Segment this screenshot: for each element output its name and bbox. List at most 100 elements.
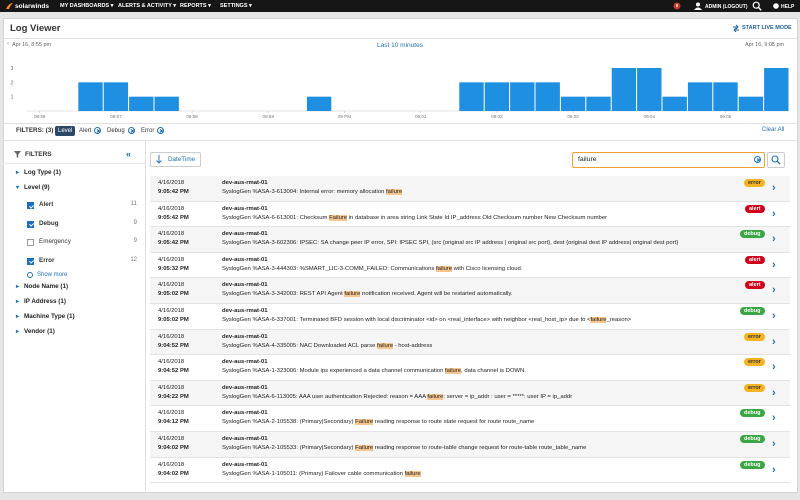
expand-row[interactable]: › xyxy=(772,284,776,297)
message-text: SyslogGen %ASA-3-444303: %SMART_LIC-3-CO… xyxy=(222,265,436,272)
search-icon[interactable] xyxy=(752,1,762,11)
filters-label: FILTERS: (3) xyxy=(16,127,54,134)
nav-menu[interactable]: REPORTS xyxy=(180,3,211,9)
nav-menu[interactable]: SETTINGS xyxy=(220,3,252,9)
log-time: 9:05:02 PM xyxy=(158,291,189,298)
search-input[interactable] xyxy=(572,152,765,168)
bar xyxy=(713,82,738,111)
x-tick-label: 08:56 xyxy=(34,114,46,119)
expand-row[interactable]: › xyxy=(772,361,776,374)
filter-group[interactable]: Level (9) xyxy=(16,184,50,191)
clear-search[interactable] xyxy=(754,156,761,163)
log-node: dev-aus-rmat-01 xyxy=(222,256,268,263)
divider xyxy=(3,163,145,164)
filter-group[interactable]: Machine Type (1) xyxy=(16,313,75,320)
message-text: , data channel is DOWN. xyxy=(461,368,526,375)
log-time: 9:05:32 PM xyxy=(158,265,189,272)
help-link[interactable]: HELP xyxy=(781,3,795,10)
match-highlight: failure xyxy=(436,265,453,272)
remove-filter[interactable] xyxy=(157,127,164,134)
sidebar-title: FILTERS xyxy=(25,151,52,158)
message-text: SyslogGen %ASA-2-105538: (Primary|Second… xyxy=(222,419,356,426)
log-message: SyslogGen %ASA-4-335005: NAC Downloaded … xyxy=(222,342,734,349)
level-option: Alert xyxy=(39,201,54,208)
level-badge: debug xyxy=(740,230,765,239)
log-node: dev-aus-rmat-01 xyxy=(222,410,268,417)
remove-filter[interactable] xyxy=(94,127,101,134)
nav-menu[interactable]: ALERTS & ACTIVITY xyxy=(118,3,176,9)
filter-group[interactable]: Log Type (1) xyxy=(16,169,61,176)
log-date: 4/16/2018 xyxy=(158,384,185,391)
filter-group-chip[interactable]: Level xyxy=(55,126,76,136)
log-row[interactable]: 4/16/2018 9:05:42 PM dev-aus-rmat-01 Syslog… xyxy=(150,201,790,228)
expand-row[interactable]: › xyxy=(772,438,776,450)
message-text: _reason> xyxy=(606,317,632,323)
range-label[interactable]: Last 10 minutes xyxy=(377,41,423,49)
y-tick-label: 2 xyxy=(11,80,14,86)
user-link[interactable]: ADMIN (LOGOUT) xyxy=(705,3,748,10)
clear-all[interactable]: Clear All xyxy=(762,127,785,133)
divider xyxy=(3,38,797,39)
expand-row[interactable]: › xyxy=(772,182,776,194)
checkbox[interactable] xyxy=(27,220,34,228)
filter-chip: Error xyxy=(141,128,155,134)
match-highlight: failure xyxy=(344,291,361,298)
expand-row[interactable]: › xyxy=(772,463,776,476)
remove-filter[interactable] xyxy=(128,127,135,134)
expand-row[interactable]: › xyxy=(772,310,776,322)
checkbox[interactable] xyxy=(27,239,34,246)
next-arrow[interactable]: › xyxy=(772,41,774,47)
log-row[interactable]: 4/16/2018 9:04:52 PM dev-aus-rmat-01 Syslog… xyxy=(150,355,790,381)
checkbox[interactable] xyxy=(27,257,34,265)
message-text: SyslogGen %ASA-1-105011: (Primary) Failo… xyxy=(222,470,405,477)
sort-icon xyxy=(156,155,162,164)
logo-mark xyxy=(6,3,13,9)
log-row[interactable]: 4/16/2018 9:05:32 PM dev-aus-rmat-01 Syslog… xyxy=(150,252,790,279)
expand-row[interactable]: › xyxy=(772,233,776,246)
message-text: SyslogGen %ASA-6-337001: Terminated BFD … xyxy=(222,317,591,323)
log-row[interactable]: 4/16/2018 9:04:02 PM dev-aus-rmat-01 Syslog… xyxy=(150,457,790,484)
nav-menu[interactable]: MY DASHBOARDS xyxy=(60,3,113,9)
log-row[interactable]: 4/16/2018 9:04:52 PM dev-aus-rmat-01 Syslog… xyxy=(150,329,790,356)
log-row[interactable]: 4/16/2018 9:05:02 PM dev-aus-rmat-01 Syslog… xyxy=(150,304,790,330)
log-row[interactable]: 4/16/2018 9:04:22 PM dev-aus-rmat-01 Syslog… xyxy=(150,380,790,407)
match-highlight: failure xyxy=(377,342,394,349)
filter-group[interactable]: Vendor (1) xyxy=(16,328,55,335)
range-end: Apr 16, 9:05 pm xyxy=(745,42,785,48)
log-row[interactable]: 4/16/2018 9:05:42 PM dev-aus-rmat-01 Syslog… xyxy=(150,176,790,202)
expand-row[interactable]: › xyxy=(772,335,776,348)
search-button[interactable] xyxy=(767,152,785,168)
collapse-button[interactable]: « xyxy=(126,149,132,159)
log-message: SyslogGen %ASA-6-337001: Terminated BFD … xyxy=(222,317,734,323)
filter-chip: Debug xyxy=(107,128,125,134)
level-badge: alert xyxy=(745,281,765,290)
expand-row[interactable]: › xyxy=(772,258,776,271)
sort-button[interactable] xyxy=(150,152,201,167)
message-text: SyslogGen %ASA-6-113005: AAA user authen… xyxy=(222,393,428,400)
log-time: 9:04:52 PM xyxy=(158,342,189,349)
log-row[interactable]: 4/16/2018 9:05:42 PM dev-aus-rmat-01 Syslog… xyxy=(150,227,790,253)
message-text: reading response to route-table change r… xyxy=(373,445,587,451)
log-row[interactable]: 4/16/2018 9:04:02 PM dev-aus-rmat-01 Syslog… xyxy=(150,432,790,458)
show-more-icon xyxy=(27,272,33,278)
log-date: 4/16/2018 xyxy=(158,410,185,417)
filter-group[interactable]: Node Name (1) xyxy=(16,283,68,290)
log-row[interactable]: 4/16/2018 9:05:02 PM dev-aus-rmat-01 Syslog… xyxy=(150,278,790,304)
expand-row[interactable]: › xyxy=(772,207,776,220)
live-mode-button[interactable]: START LIVE MODE xyxy=(742,25,792,31)
message-text: SyslogGen %ASA-4-335005: NAC Downloaded … xyxy=(222,342,377,349)
filter-group[interactable]: IP Address (1) xyxy=(16,298,66,305)
log-node: dev-aus-rmat-01 xyxy=(222,461,268,468)
log-time: 9:05:42 PM xyxy=(158,214,189,221)
expand-row[interactable]: › xyxy=(772,412,776,425)
alerts-icon[interactable] xyxy=(672,1,682,11)
level-badge: error xyxy=(744,179,765,187)
log-row[interactable]: 4/16/2018 9:04:12 PM dev-aus-rmat-01 Syslog… xyxy=(150,406,790,432)
expand-row[interactable]: › xyxy=(772,386,776,399)
prev-arrow[interactable]: ‹ xyxy=(7,41,9,47)
checkbox[interactable] xyxy=(27,202,34,209)
match-highlight: Failure xyxy=(329,214,348,221)
show-more[interactable]: Show more xyxy=(37,271,68,278)
search-value: failure xyxy=(578,156,597,163)
bar xyxy=(78,82,103,111)
